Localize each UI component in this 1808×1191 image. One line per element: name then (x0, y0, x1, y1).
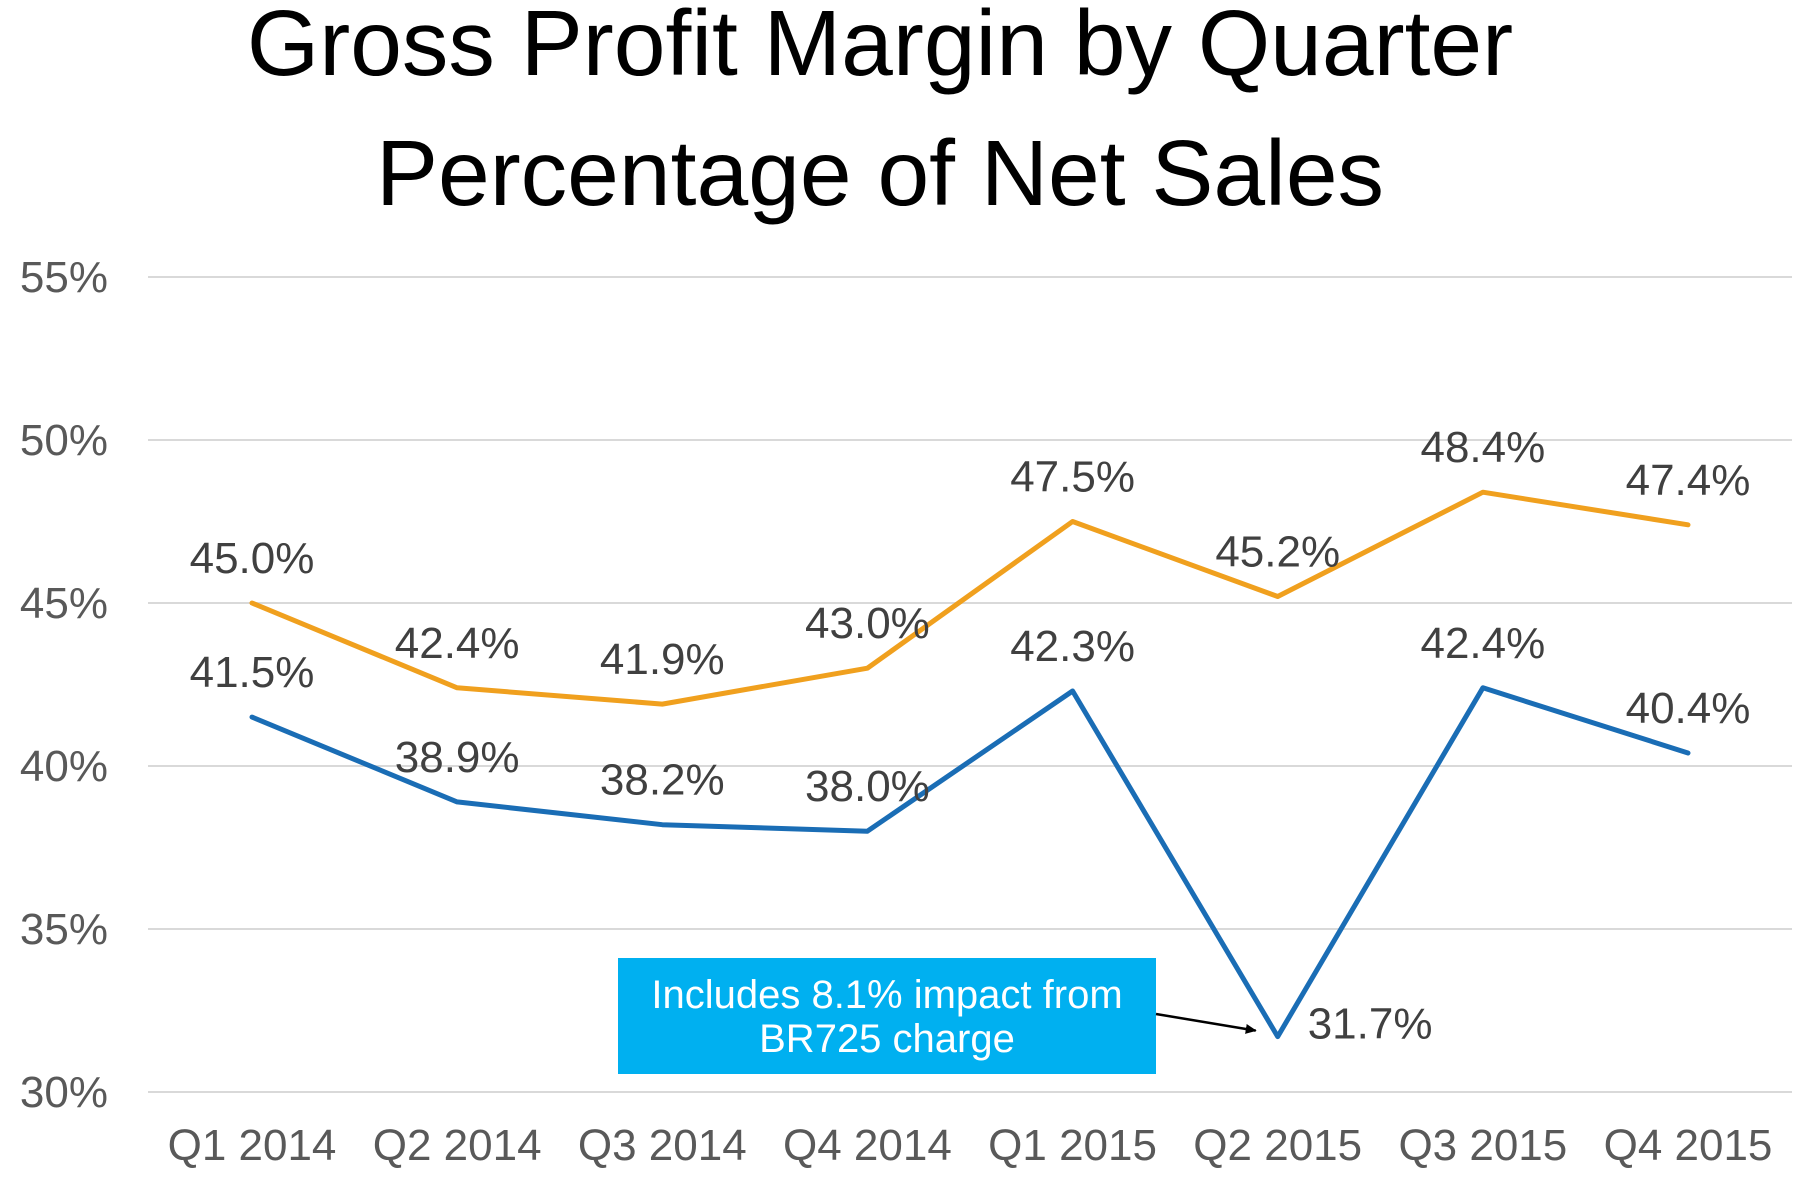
data-label-series-1: 48.4% (1420, 423, 1545, 472)
x-tick-label: Q3 2014 (578, 1121, 747, 1170)
series-line-2 (249, 685, 1691, 1040)
data-label-series-1: 47.5% (1010, 453, 1135, 502)
data-label-series-1: 41.9% (600, 635, 725, 684)
data-label-series-2: 42.4% (1420, 619, 1545, 668)
x-tick-label: Q4 2014 (783, 1121, 952, 1170)
y-tick-label: 55% (20, 253, 108, 302)
series-line-1 (249, 489, 1691, 707)
x-tick-label: Q1 2015 (988, 1121, 1157, 1170)
data-labels: 45.0% 42.4% 41.9% 43.0% 47.5% 45.2% 48.4% 47.4%… (190, 423, 1751, 1048)
series-lines (249, 489, 1691, 1040)
x-tick-label: Q3 2015 (1398, 1121, 1567, 1170)
y-tick-label: 50% (20, 416, 108, 465)
annotation-arrow (1155, 1012, 1257, 1034)
x-axis-tick-labels: Q1 2014 Q2 2014 Q3 2014 Q4 2014 Q1 2015 Q2 20… (168, 1121, 1773, 1170)
data-label-series-1: 42.4% (395, 619, 520, 668)
y-tick-label: 40% (20, 742, 108, 791)
data-label-series-2: 38.2% (600, 756, 725, 805)
data-label-series-2: 38.0% (805, 762, 930, 811)
chart-title-line-2: Percentage of Net Sales (376, 121, 1384, 225)
y-axis-tick-labels: 30% 35% 40% 45% 50% 55% (20, 253, 108, 1117)
y-tick-label: 30% (20, 1068, 108, 1117)
y-tick-label: 45% (20, 579, 108, 628)
data-label-series-2: 31.7% (1308, 1000, 1433, 1049)
annotation-callout: Includes 8.1% impact from BR725 charge (618, 958, 1257, 1074)
data-label-series-1: 43.0% (805, 599, 930, 648)
x-tick-label: Q2 2014 (373, 1121, 542, 1170)
annotation-text-line-2: BR725 charge (759, 1017, 1015, 1061)
x-tick-label: Q2 2015 (1193, 1121, 1362, 1170)
data-label-series-2: 38.9% (395, 733, 520, 782)
chart-title-line-1: Gross Profit Margin by Quarter (247, 0, 1513, 95)
x-tick-label: Q1 2014 (168, 1121, 337, 1170)
data-label-series-1: 47.4% (1626, 456, 1751, 505)
annotation-text-line-1: Includes 8.1% impact from (651, 973, 1122, 1017)
y-tick-label: 35% (20, 905, 108, 954)
annotation-box (618, 958, 1156, 1074)
data-label-series-2: 41.5% (190, 648, 315, 697)
data-label-series-1: 45.0% (190, 534, 315, 583)
data-label-series-2: 40.4% (1626, 684, 1751, 733)
data-label-series-2: 42.3% (1010, 622, 1135, 671)
data-label-series-1: 45.2% (1215, 527, 1340, 576)
gridlines (148, 276, 1792, 1093)
x-tick-label: Q4 2015 (1604, 1121, 1773, 1170)
